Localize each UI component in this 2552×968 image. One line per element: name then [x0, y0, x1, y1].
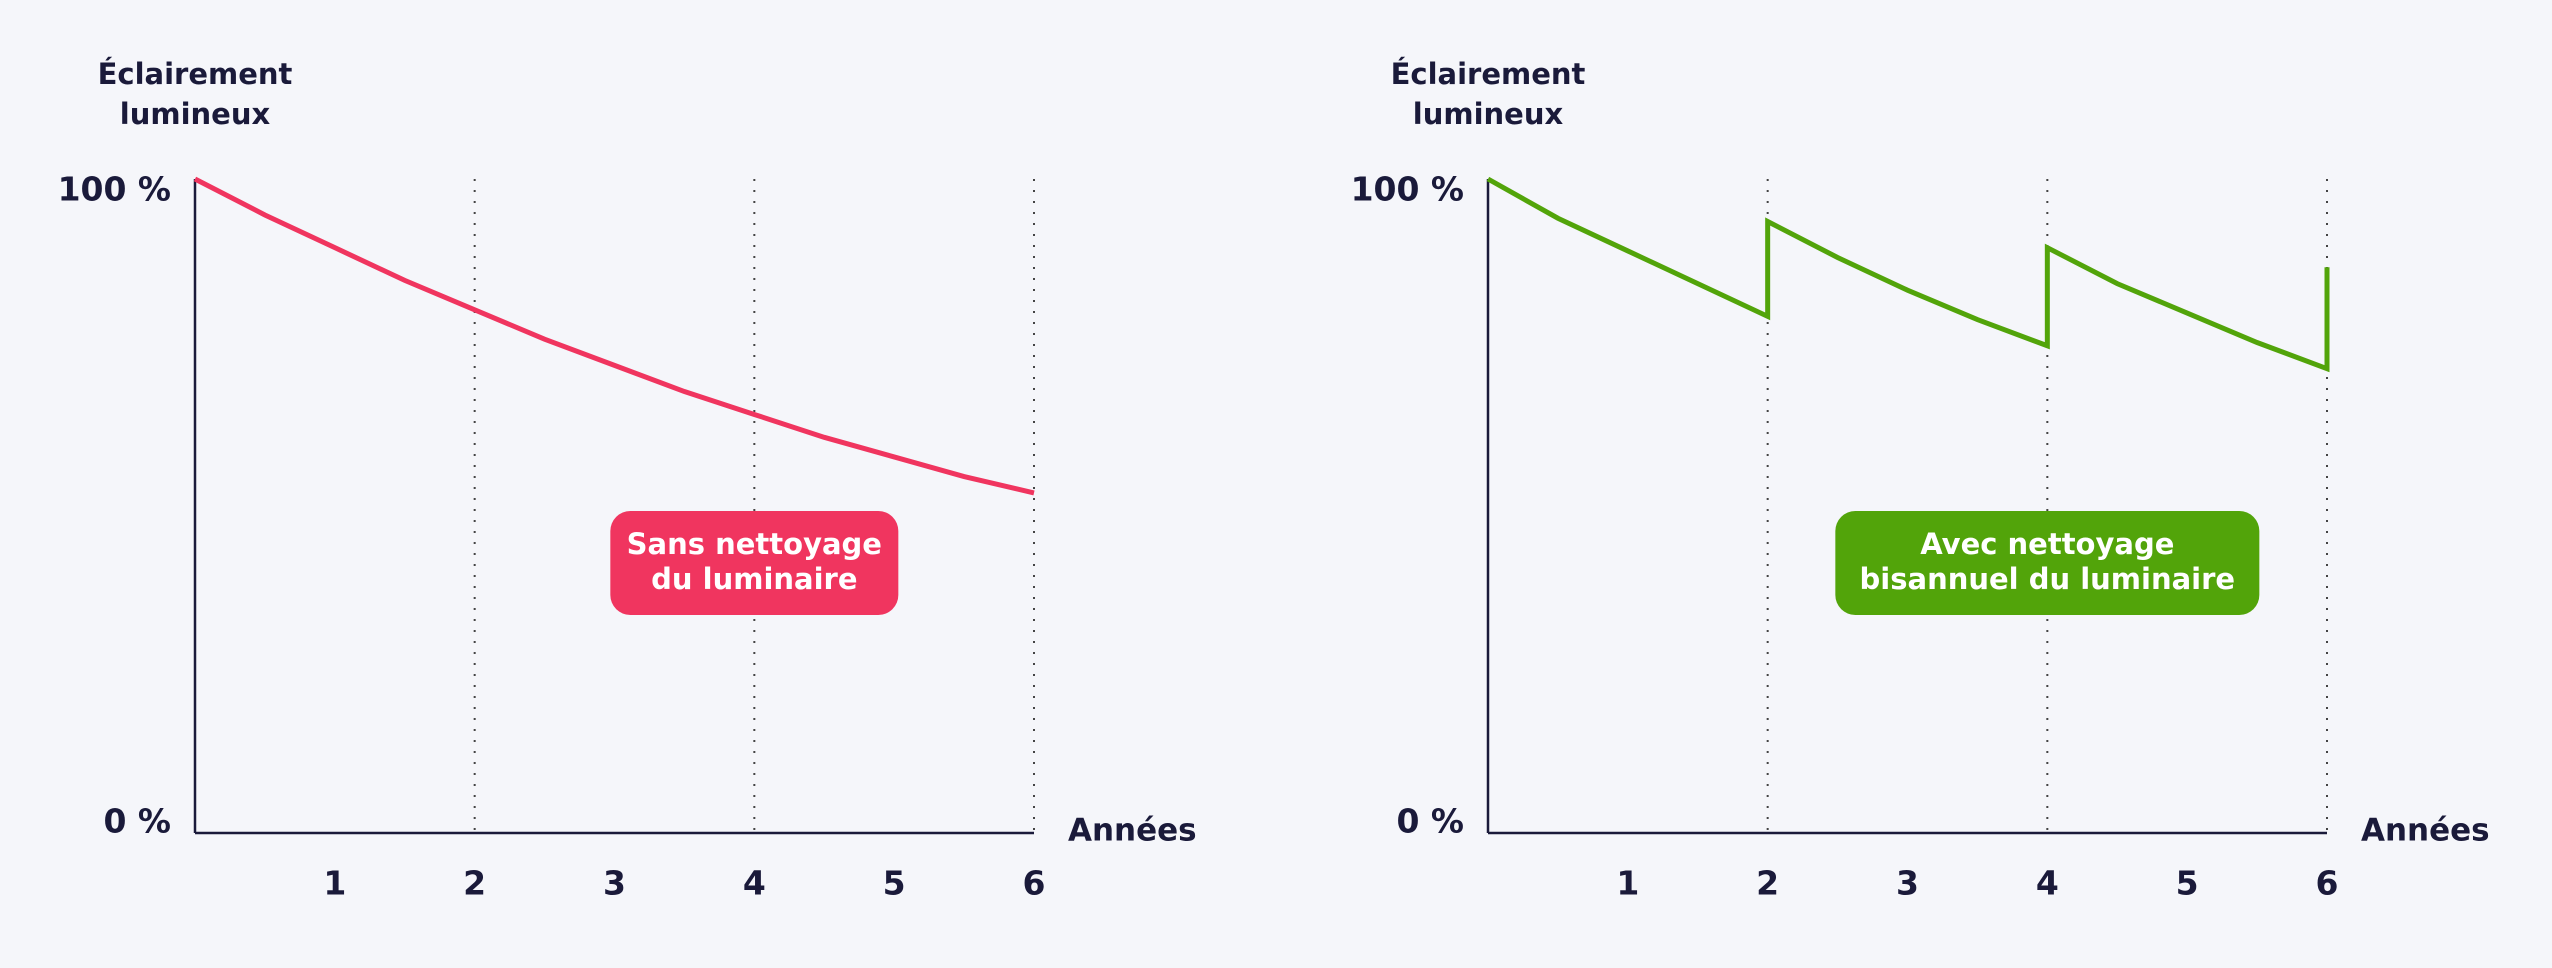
annotation-text: Sans nettoyage: [627, 527, 882, 561]
annotation-text: Avec nettoyage: [1920, 527, 2174, 561]
y-axis-label: lumineux: [1413, 97, 1564, 131]
x-tick-label: 5: [2176, 864, 2199, 903]
data-line: [1486, 176, 2330, 373]
x-tick-label: 5: [883, 864, 906, 903]
x-axis-label: Années: [2361, 813, 2490, 849]
x-tick-label: 1: [323, 864, 346, 903]
y-tick-label: 0 %: [103, 802, 171, 841]
x-tick-label: 3: [1896, 864, 1919, 903]
y-tick-label: 100 %: [58, 170, 171, 209]
y-axis-label: lumineux: [120, 97, 271, 131]
x-tick-label: 4: [743, 864, 766, 903]
x-tick-label: 3: [603, 864, 626, 903]
y-tick-label: 100 %: [1351, 170, 1464, 209]
x-tick-label: 6: [1023, 864, 1046, 903]
annotation-text: du luminaire: [651, 562, 857, 596]
x-tick-label: 6: [2316, 864, 2339, 903]
annotation-box: [610, 511, 899, 615]
x-tick-label: 2: [1756, 864, 1779, 903]
x-axis-label: Années: [1068, 813, 1197, 849]
x-tick-label: 2: [463, 864, 486, 903]
annotation-text: bisannuel du luminaire: [1860, 562, 2236, 596]
x-tick-label: 4: [2036, 864, 2059, 903]
annotation-box: [1835, 511, 2260, 615]
y-tick-label: 0 %: [1396, 802, 1464, 841]
x-tick-label: 1: [1616, 864, 1639, 903]
data-line: [193, 176, 1035, 496]
y-axis-label: Éclairement: [1391, 57, 1586, 91]
y-axis-label: Éclairement: [98, 57, 293, 91]
